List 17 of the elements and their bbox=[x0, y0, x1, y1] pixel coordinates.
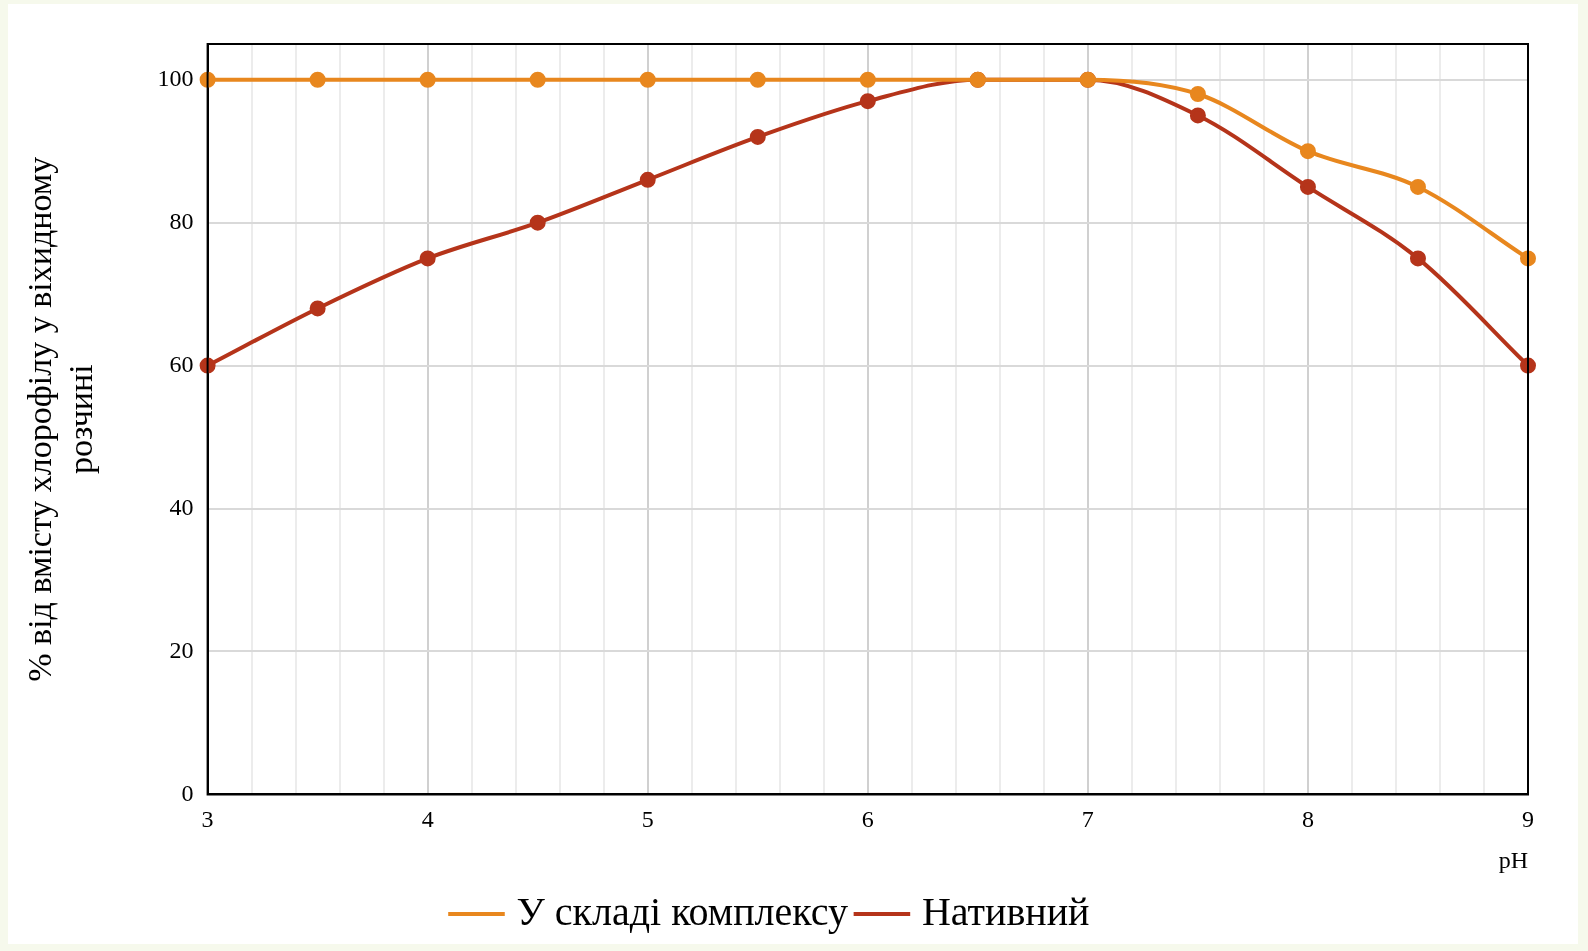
y-tick-label: 20 bbox=[169, 636, 194, 663]
x-tick-label: 3 bbox=[201, 806, 214, 833]
y-axis-title: % від вмісту хлорофілу у віхидному розчині bbox=[21, 156, 100, 682]
x-tick-label: 7 bbox=[1081, 806, 1094, 833]
y-tick-label: 0 bbox=[181, 779, 194, 806]
x-tick-label: 6 bbox=[861, 806, 874, 833]
y-tick-label: 40 bbox=[169, 493, 194, 520]
legend-label: У складі комплексу bbox=[516, 888, 848, 934]
x-tick-label: 5 bbox=[641, 806, 654, 833]
y-tick-label: 100 bbox=[157, 65, 194, 92]
legend-label: Нативний bbox=[921, 888, 1090, 934]
x-axis-title: pH bbox=[1498, 846, 1528, 873]
y-tick-label: 80 bbox=[169, 207, 194, 234]
y-tick-label: 60 bbox=[169, 350, 194, 377]
x-tick-label: 4 bbox=[421, 806, 434, 833]
x-tick-label: 9 bbox=[1522, 806, 1534, 833]
x-tick-label: 8 bbox=[1301, 806, 1314, 833]
